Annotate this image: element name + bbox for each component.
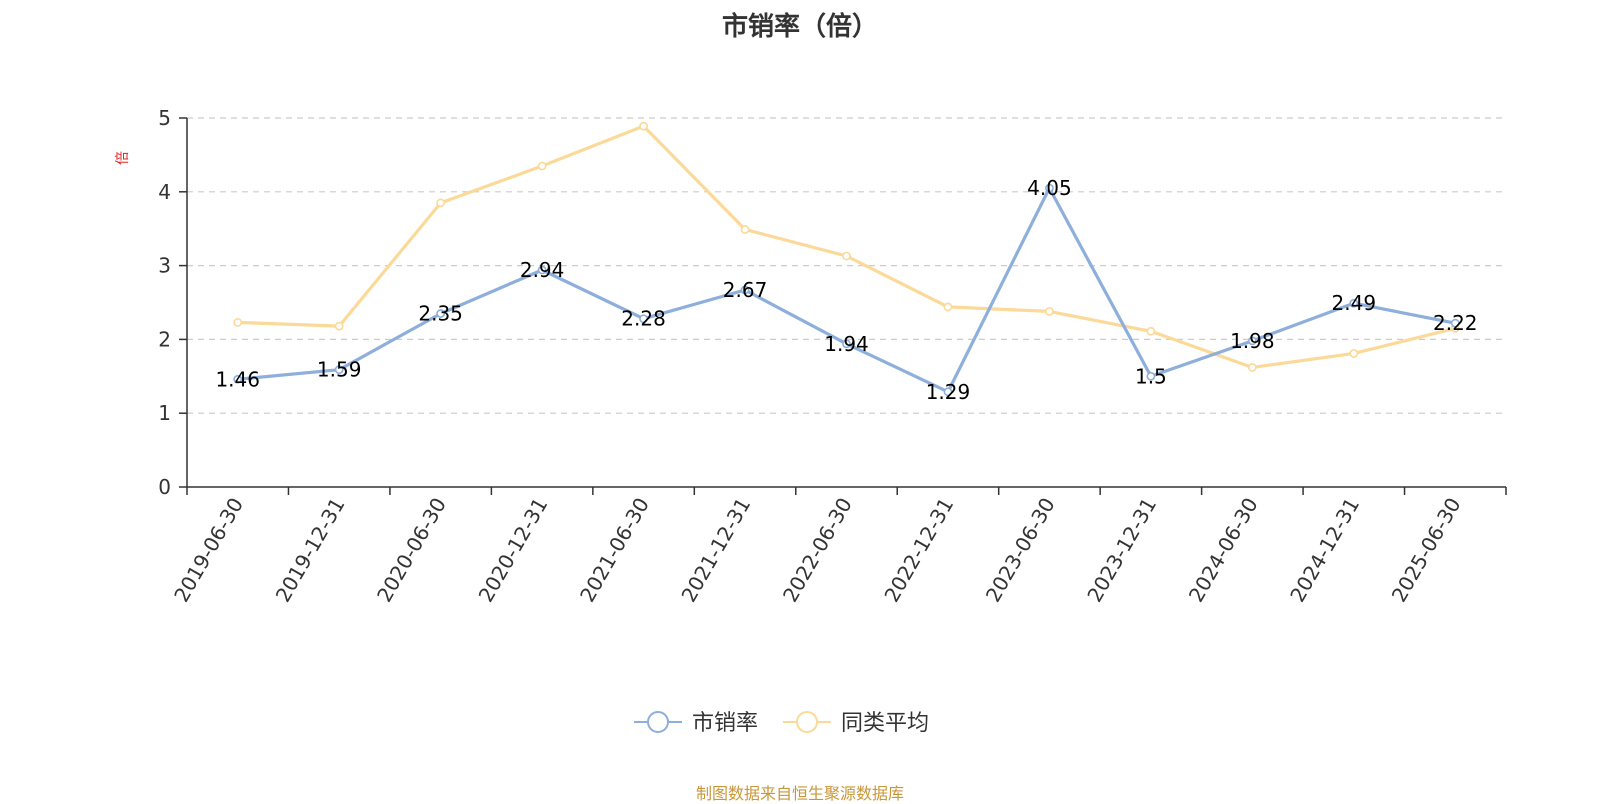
data-label: 1.46: [215, 367, 260, 391]
x-tick-label: 2020-06-30: [372, 493, 451, 606]
data-point: [1450, 318, 1460, 328]
data-label: 2.49: [1332, 291, 1377, 315]
grid-lines: [187, 117, 1506, 414]
legend: 市销率 同类平均: [634, 711, 929, 736]
source-note: 制图数据来自恒生聚源数据库: [695, 784, 904, 803]
x-tick-label: 2020-12-31: [474, 494, 553, 607]
data-point: [943, 387, 953, 397]
x-tick-label: 2022-12-31: [879, 494, 958, 607]
data-point: [1146, 326, 1156, 336]
data-point: [537, 265, 547, 275]
data-point: [1045, 306, 1054, 316]
data-point: [1045, 183, 1054, 193]
legend-label: 同类平均: [841, 711, 929, 736]
data-label: 1.98: [1230, 329, 1275, 353]
series-line-main: [237, 186, 1456, 394]
data-point: [233, 374, 243, 384]
data-label: 2.22: [1433, 311, 1478, 335]
data-point: [639, 121, 648, 131]
data-point: [740, 225, 750, 234]
data-point: [639, 314, 648, 324]
y-tick-label: 1: [158, 401, 171, 425]
data-point: [233, 318, 243, 327]
data-point: [334, 321, 344, 331]
data-point: [436, 198, 446, 208]
data-label: 2.94: [520, 258, 565, 282]
x-tick-label: 2024-12-31: [1285, 494, 1364, 607]
data-point: [1349, 298, 1359, 308]
data-label: 2.28: [621, 307, 666, 331]
data-point: [943, 302, 953, 312]
chart-title: 市销率（倍）: [721, 12, 878, 42]
y-axis-label: 倍: [115, 151, 131, 165]
data-point: [1349, 349, 1359, 358]
y-tick-label: 3: [158, 254, 171, 278]
y-tick-label: 0: [158, 475, 171, 499]
x-tick-label: 2021-12-31: [676, 494, 755, 607]
data-point: [842, 339, 851, 349]
data-point: [1146, 371, 1156, 381]
x-tick-label: 2019-12-31: [271, 494, 350, 607]
data-point: [436, 309, 446, 318]
data-label: 4.05: [1027, 176, 1072, 200]
x-tick-label: 2022-06-30: [778, 494, 857, 607]
data-label: 2.35: [418, 302, 463, 326]
data-labels: 1.46 1.59 2.35 2.94 2.28 2.67 1.94 1.29 4.05 1.5 1…: [215, 176, 1477, 404]
data-point: [1247, 363, 1257, 372]
data-point: [1247, 336, 1257, 346]
data-label: 1.59: [317, 358, 362, 382]
x-tick-label: 2021-06-30: [575, 494, 654, 607]
x-tick-label: 2019-06-30: [169, 494, 248, 607]
x-tick-label: 2023-12-31: [1082, 494, 1161, 607]
data-label: 1.29: [926, 380, 971, 404]
x-tick-label: 2025-06-30: [1387, 494, 1466, 607]
axes: 0 1 2 3 4 5 倍 2019-06-30 2019-12-31 2020-06-30 202…: [115, 106, 1507, 607]
data-label: 1.94: [824, 332, 869, 356]
data-point: [334, 365, 344, 375]
y-tick-label: 4: [158, 180, 171, 204]
y-tick-label: 2: [158, 327, 171, 351]
data-point: [740, 285, 750, 295]
data-point: [537, 161, 547, 171]
legend-marker: [796, 711, 818, 733]
data-point: [842, 251, 851, 261]
data-label: 1.5: [1135, 364, 1167, 388]
legend-marker: [647, 711, 669, 733]
legend-label: 市销率: [692, 711, 758, 736]
series-layer: [233, 121, 1460, 397]
x-tick-label: 2023-06-30: [981, 494, 1060, 607]
data-label: 2.67: [723, 278, 768, 302]
x-tick-label: 2024-06-30: [1184, 494, 1263, 607]
y-tick-label: 5: [158, 106, 171, 130]
